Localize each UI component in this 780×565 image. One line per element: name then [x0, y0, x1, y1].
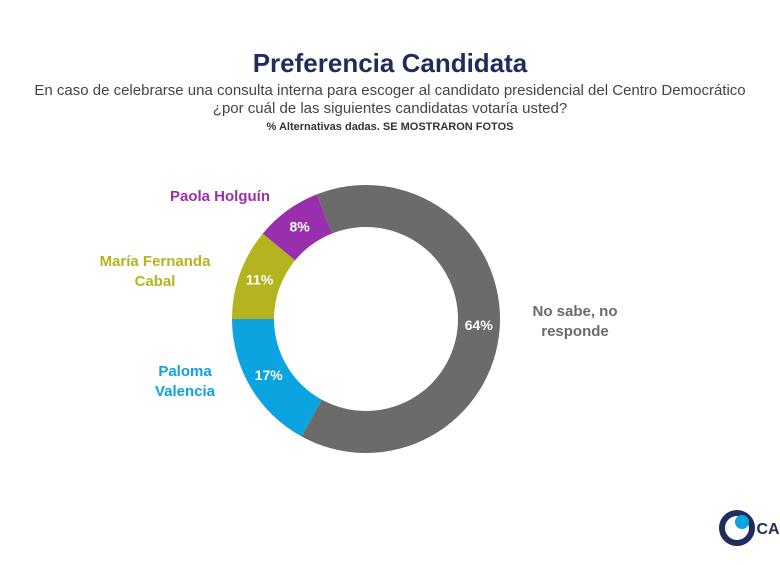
chart-title: Preferencia Candidata: [252, 48, 528, 78]
note: % Alternativas dadas. SE MOSTRARON FOTOS: [266, 121, 514, 133]
value-label: 8%: [289, 218, 310, 234]
subtitle-line: ¿por cuál de las siguientes candidatas v…: [212, 100, 568, 117]
value-label: 17%: [255, 367, 284, 383]
slice-label: No sabe, no responde: [532, 303, 618, 340]
logo-text: CA: [756, 521, 780, 538]
donut-slice: [262, 194, 333, 261]
value-label: 11%: [246, 271, 274, 287]
donut-slice: [232, 233, 296, 319]
logo-icon: [719, 510, 755, 546]
slice-label: Paola Holguín: [169, 188, 270, 205]
donut-slice: [232, 319, 322, 437]
donut-slice: [301, 184, 501, 453]
slice-label: María Fernanda Cabal: [99, 253, 211, 290]
logo-icon: [735, 515, 749, 529]
subtitle-line: En caso de celebrarse una consulta inter…: [34, 82, 746, 99]
value-label: 64%: [465, 317, 494, 333]
slice-label: Paloma Valencia: [154, 363, 216, 400]
